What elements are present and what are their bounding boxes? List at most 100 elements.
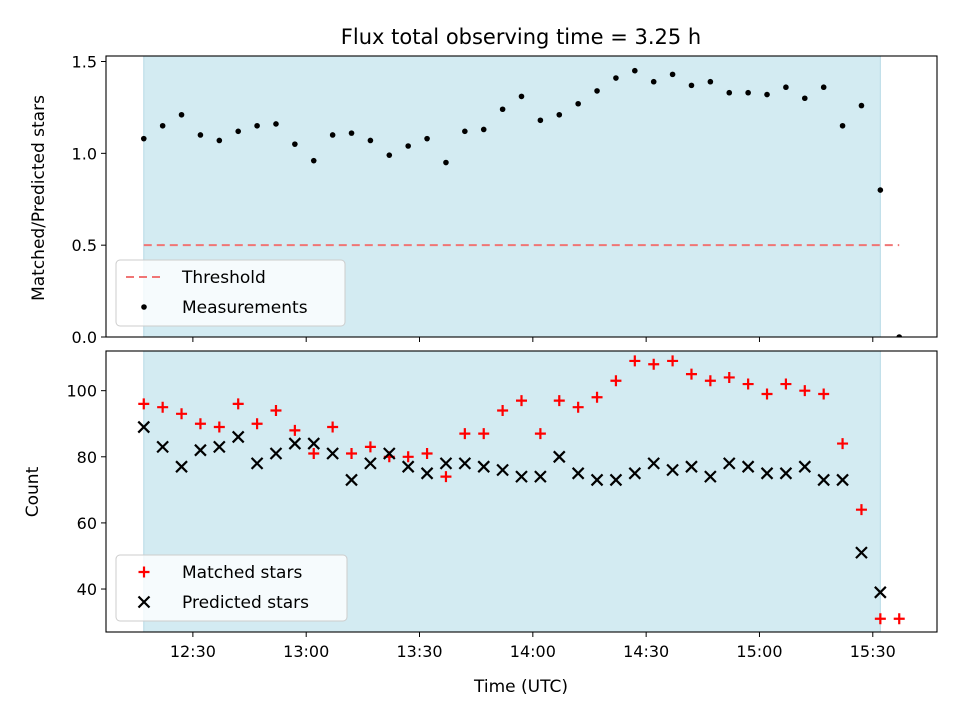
bottom-series0-point	[629, 355, 641, 367]
bottom-axes-frame	[105, 350, 938, 633]
bottom-series0-point	[704, 375, 716, 387]
bottom-series1-point	[213, 440, 226, 454]
bottom-series0-point	[591, 391, 603, 403]
top-series0-point	[613, 75, 619, 81]
top-legend: Threshold Measurements	[115, 259, 346, 327]
bottom-series0-point	[893, 613, 905, 625]
bottom-series1-point	[175, 460, 188, 473]
bottom-series0-point	[176, 408, 188, 420]
bottom-series0-point	[421, 447, 433, 459]
bottom-series1-point	[326, 447, 339, 460]
top-series0-point	[688, 82, 695, 89]
top-series0-point	[216, 137, 223, 144]
top-series0-point	[650, 78, 657, 85]
bottom-series1-point	[477, 460, 491, 473]
bottom-series1-point	[874, 586, 887, 599]
bottom-series0-point	[742, 378, 754, 390]
bottom-series0-point	[761, 388, 773, 400]
bottom-series0-point	[232, 398, 244, 410]
top-series0-point	[140, 135, 147, 142]
top-series0-point	[783, 84, 789, 91]
top-series0-point	[443, 159, 449, 166]
top-series0-point	[499, 106, 506, 113]
bottom-series0-point	[723, 371, 735, 383]
bottom-y-tick-label: 60	[77, 514, 97, 533]
top-series0-point	[197, 132, 204, 138]
bottom-series1-point	[401, 460, 415, 473]
bottom-series1-point	[288, 437, 302, 450]
top-series0-point	[367, 137, 374, 144]
bottom-series0-point	[874, 613, 886, 625]
top-series0-point	[424, 135, 430, 142]
bottom-series1-point	[798, 460, 812, 473]
top-markers	[140, 67, 903, 337]
top-series0-point	[726, 89, 733, 96]
bottom-series0-point	[534, 428, 546, 440]
bottom-series1-point	[137, 420, 151, 434]
top-series0-point	[348, 130, 355, 136]
bottom-legend-box	[115, 554, 348, 622]
top-y-tick-label: 0.0	[72, 328, 97, 347]
bottom-series1-point	[741, 460, 755, 473]
bottom-markers	[137, 355, 905, 625]
bottom-series1-point	[496, 463, 509, 477]
bottom-series1-point	[571, 467, 585, 480]
top-legend-marker	[141, 304, 147, 310]
bottom-series0-point	[516, 395, 527, 407]
top-series0-point	[329, 132, 336, 138]
top-axes-frame	[105, 55, 938, 338]
top-series0-point	[518, 93, 525, 100]
bottom-series0-point	[780, 378, 792, 390]
top-series0-point	[178, 111, 185, 118]
top-series0-point	[386, 152, 393, 158]
bottom-series0-point	[497, 405, 509, 417]
bottom-x-tick-label: 15:30	[850, 642, 896, 661]
chart-title: Flux total observing time = 3.25 h	[341, 25, 701, 49]
bottom-legend-label: Matched stars	[182, 563, 302, 583]
bottom-series0-point	[157, 401, 169, 413]
bottom-series0-point	[402, 451, 414, 463]
bottom-series1-point	[666, 463, 679, 477]
top-series0-point	[273, 121, 279, 127]
bottom-series0-point	[553, 395, 565, 407]
bottom-x-tick-label: 14:00	[510, 642, 556, 661]
bottom-series1-point	[760, 467, 774, 480]
bottom-y-tick-label: 40	[77, 580, 97, 599]
top-series0-point	[292, 141, 298, 147]
top-series0-point	[405, 143, 411, 149]
bottom-series0-point	[855, 504, 867, 516]
bottom-x-tick-label: 13:30	[396, 642, 442, 661]
bottom-series1-point	[420, 467, 434, 480]
bottom-series1-point	[439, 457, 453, 470]
top-series0-point	[801, 95, 808, 102]
bottom-series0-point	[213, 421, 225, 433]
bottom-series1-point	[194, 443, 207, 457]
bottom-series0-point	[138, 398, 150, 410]
bottom-series1-point	[836, 473, 849, 487]
bottom-series1-point	[855, 546, 868, 559]
top-y-axis-label: Matched/Predicted stars	[29, 95, 49, 301]
top-series0-point	[858, 102, 865, 109]
bottom-series0-point	[308, 447, 320, 459]
top-panel: 0.0 0.5 1.0 1.5 Threshold Measurements	[72, 53, 938, 347]
top-series0-point	[896, 334, 903, 337]
top-series0-point	[594, 88, 600, 94]
bottom-x-tick-label: 12:30	[170, 642, 216, 661]
bottom-series0-point	[610, 375, 622, 387]
bottom-y-tick-label: 100	[66, 382, 97, 401]
bottom-legend-marker	[138, 566, 150, 578]
bottom-y-tick-label: 80	[77, 448, 97, 467]
bottom-series1-point	[534, 470, 547, 483]
bottom-series0-point	[346, 447, 358, 459]
top-series0-point	[480, 126, 487, 133]
bottom-series1-point	[647, 457, 660, 470]
top-series0-point	[159, 122, 166, 129]
top-series0-point	[235, 128, 242, 135]
bottom-series0-point	[667, 355, 679, 367]
bottom-series0-point	[194, 418, 206, 430]
bottom-x-tick-label: 15:00	[736, 642, 782, 661]
bottom-series1-point	[515, 470, 528, 483]
bottom-series0-point	[364, 441, 376, 453]
bottom-series1-point	[628, 467, 642, 480]
